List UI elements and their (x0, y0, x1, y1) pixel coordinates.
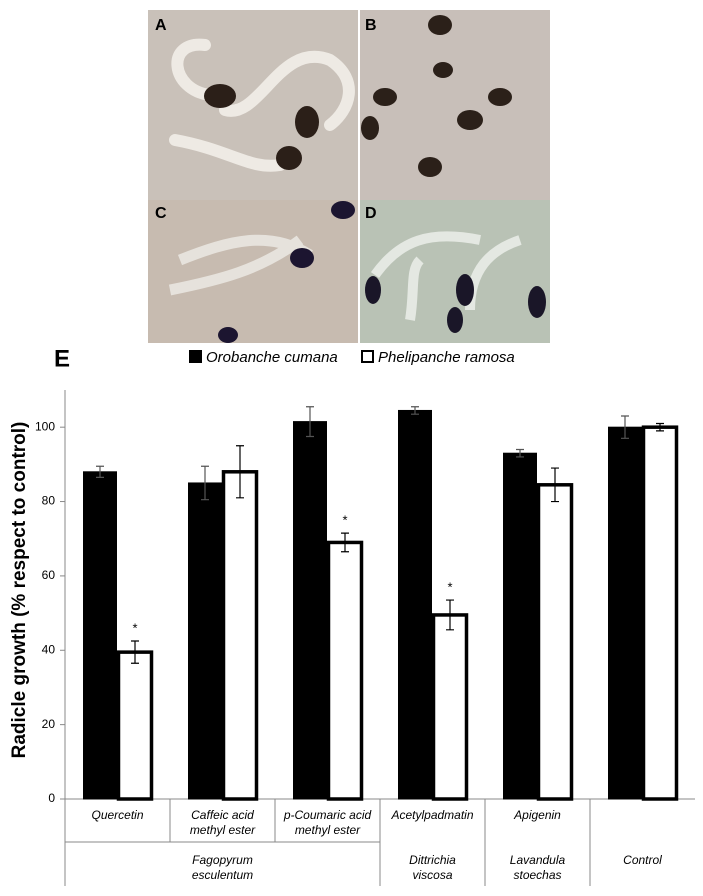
y-axis-title: Radicle growth (% respect to control) (9, 422, 30, 759)
bar (116, 650, 154, 801)
group-label: Lavandula stoechas (509, 853, 566, 882)
legend-swatch (361, 350, 374, 363)
group-label: Fagopyrum esculentum (191, 853, 254, 882)
significance-mark: * (132, 620, 137, 635)
group-label: Dittrichia viscosa (409, 853, 456, 882)
bar (398, 409, 432, 800)
x-tick-label: Acetylpadmatin (391, 808, 474, 822)
error-bar (551, 467, 559, 503)
bar (221, 470, 259, 801)
error-bar (411, 406, 419, 415)
error-bar (236, 445, 244, 499)
legend-label: Orobanche cumana (206, 349, 338, 366)
panel-label: B (365, 17, 377, 34)
significance-mark: * (342, 513, 347, 528)
y-tick-label: 40 (42, 642, 56, 656)
photo-b (360, 10, 550, 200)
x-tick-label: p-Coumaric acid methyl ester (283, 808, 372, 837)
error-bar (306, 406, 314, 438)
bar (608, 426, 642, 800)
error-bar (131, 640, 139, 664)
x-tick-label: Caffeic acid methyl ester (189, 808, 256, 837)
error-bar (656, 422, 664, 432)
bar (326, 540, 364, 801)
bar (188, 482, 222, 800)
chart-label: E (54, 345, 70, 372)
error-bar (621, 415, 629, 439)
photo-panels: A B C D (148, 10, 550, 343)
y-tick-label: 20 (42, 717, 56, 731)
legend-swatch (189, 350, 202, 363)
bar (83, 471, 117, 800)
panel-label: D (365, 205, 377, 222)
error-bar (516, 448, 524, 458)
bar (431, 613, 469, 801)
group-label: Control (623, 853, 662, 867)
legend-label: Phelipanche ramosa (378, 349, 515, 366)
bar (293, 421, 327, 800)
y-tick-label: 0 (48, 791, 55, 805)
error-bar (96, 465, 104, 478)
bar (641, 425, 679, 801)
error-bar (446, 599, 454, 631)
y-tick-label: 100 (35, 419, 55, 433)
error-bar (341, 532, 349, 553)
y-tick-label: 80 (42, 494, 56, 508)
y-tick-label: 60 (42, 568, 56, 582)
significance-mark: * (447, 580, 452, 595)
bar (536, 483, 574, 801)
x-tick-label: Quercetin (91, 808, 144, 822)
x-tick-label: Apigenin (514, 808, 561, 822)
error-bar (201, 465, 209, 501)
panel-label: C (155, 205, 167, 222)
panel-label: A (155, 17, 167, 34)
bar (503, 452, 537, 800)
